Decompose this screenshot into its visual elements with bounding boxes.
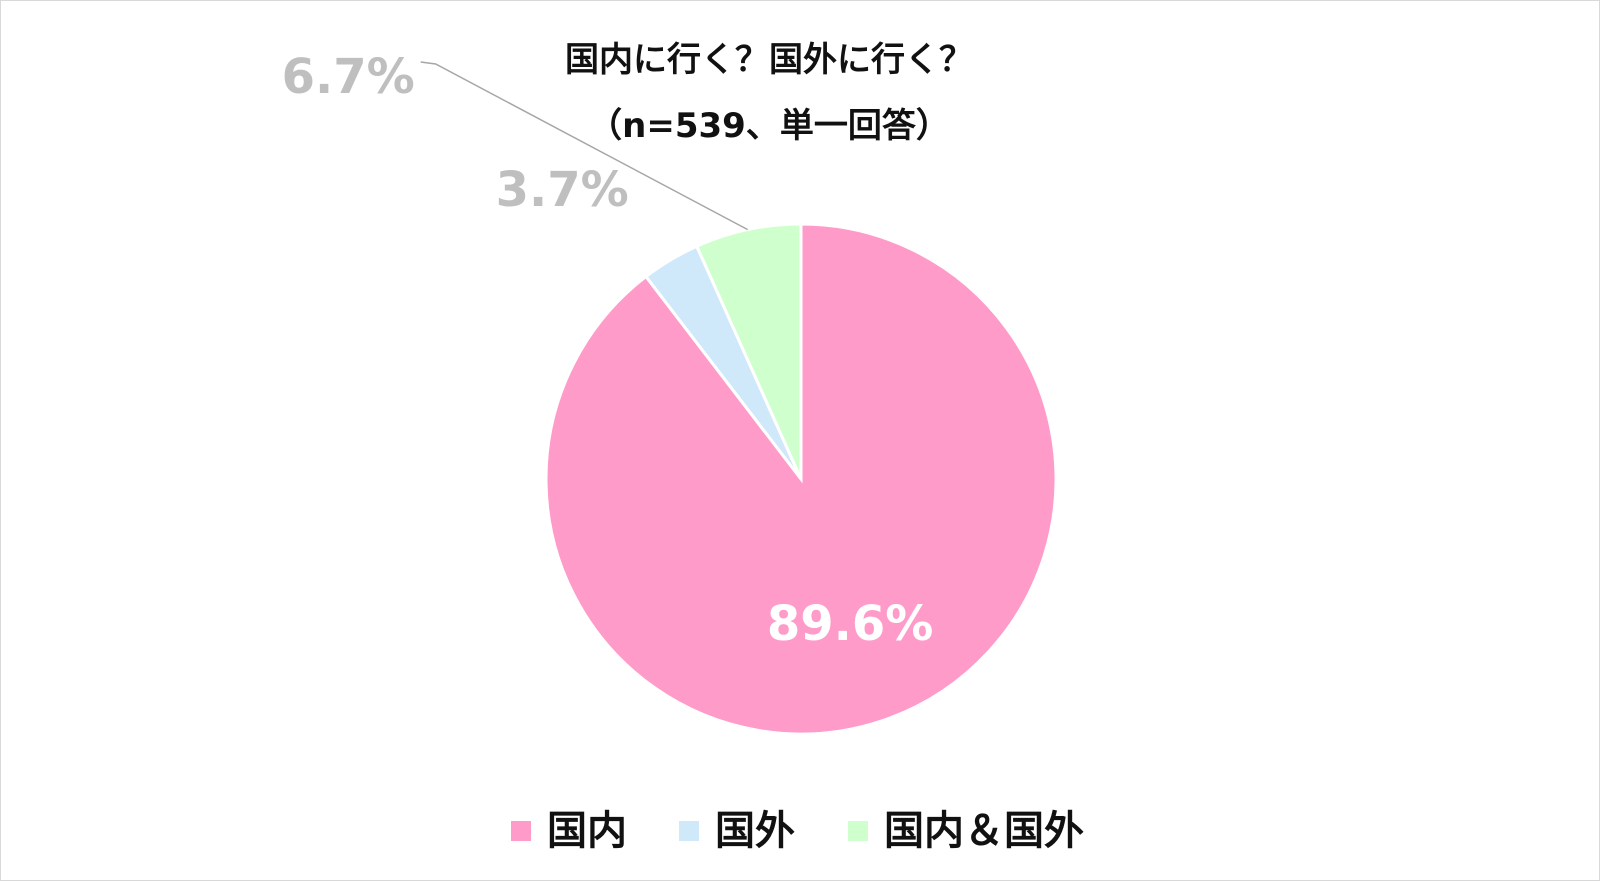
chart-subtitle: （n=539、単一回答） — [588, 106, 950, 146]
legend-swatch-2 — [679, 821, 699, 841]
legend-label-2: 国外 — [715, 808, 795, 854]
pie-slice-3 — [694, 222, 803, 480]
data-label-2: 3.7% — [496, 162, 629, 218]
data-label-3: 6.7% — [282, 49, 415, 105]
legend-swatch-1 — [511, 821, 531, 841]
data-label-1: 89.6% — [767, 596, 934, 652]
legend-swatch-3 — [848, 821, 868, 841]
data-labels: 89.6% 3.7% 6.7% — [282, 49, 934, 652]
leader-lines — [420, 61, 749, 231]
legend-label-3: 国内＆国外 — [884, 808, 1084, 854]
chart-title: 国内に行く？国外に行く？ — [565, 40, 973, 80]
legend: 国内 国外 国内＆国外 — [511, 808, 1084, 854]
pie-slices — [544, 222, 1058, 736]
leader-line — [420, 61, 749, 231]
legend-label-1: 国内 — [547, 808, 627, 854]
